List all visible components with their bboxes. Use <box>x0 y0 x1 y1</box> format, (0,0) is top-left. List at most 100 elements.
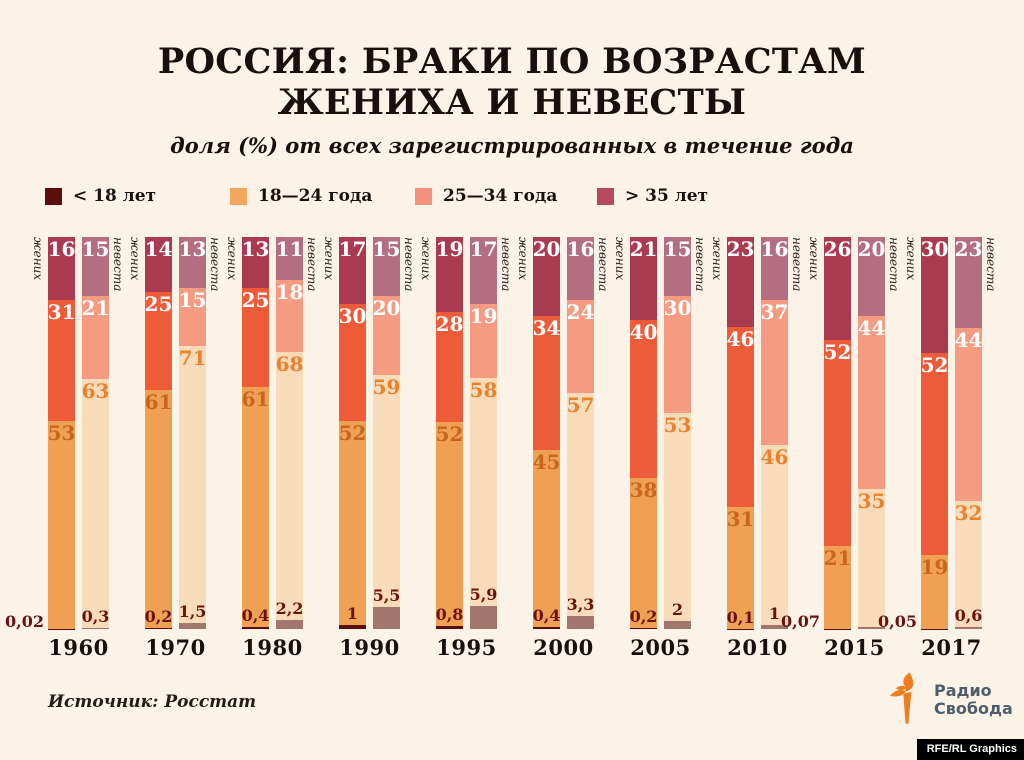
segment-<18 <box>373 607 400 629</box>
segment-value-label: 23 <box>954 237 983 261</box>
segment-value-label: 19 <box>469 303 498 328</box>
segment-value-label: 68 <box>275 351 304 376</box>
year-label: 1995 <box>436 635 497 660</box>
segment-value-label: 15 <box>663 237 692 261</box>
groom-bar: 30 52 19 0,05 жених <box>878 237 949 630</box>
segment-value-label: 16 <box>760 237 789 261</box>
legend: < 18 лет 18—24 года 25—34 года > 35 лет <box>0 186 1024 212</box>
bride-bar: 20 44 35 невеста <box>857 237 901 629</box>
segment-18—24: 68 <box>275 351 304 621</box>
segment-value-label: 57 <box>566 393 595 418</box>
under18-value-label: 0,3 <box>81 606 110 626</box>
segment-25—34: 31 <box>47 299 76 422</box>
segment->35: 19 <box>436 237 463 312</box>
under18-value-label: 1,5 <box>178 602 207 622</box>
segment-<18 <box>533 627 560 629</box>
segment-18—24: 52 <box>338 421 367 626</box>
groom-bar: 23 46 31 0,1 жених <box>710 237 755 629</box>
under18-value-label: 0,6 <box>954 605 983 625</box>
segment->35: 14 <box>145 237 172 292</box>
segment-25—34: 37 <box>761 299 788 445</box>
under18-value-label: 0,07 <box>781 612 820 631</box>
segment-value-label: 61 <box>241 386 270 411</box>
segment-25—34: 21 <box>82 296 109 380</box>
segment->35: 30 <box>920 237 949 354</box>
legend-swatch <box>597 187 614 205</box>
segment-value-label: 40 <box>629 319 658 344</box>
segment-18—24: 21 <box>823 545 852 629</box>
segment->35: 15 <box>373 237 400 297</box>
under18-value-label: 5,9 <box>469 584 498 604</box>
segment->35: 13 <box>179 237 206 288</box>
year-group-2015: 26 52 21 0,07 жених 20 44 35 невеста 2015 <box>781 237 901 660</box>
year-group-2000: 20 34 45 0,4 жених 16 24 57 3,3 невеста 2000 <box>516 237 610 660</box>
segment-value-label: 30 <box>338 303 367 328</box>
segment-<18 <box>242 627 269 629</box>
year-label: 1970 <box>145 635 206 660</box>
under18-value-label: 0,4 <box>241 606 270 626</box>
legend-label: > 35 лет <box>625 186 709 206</box>
segment-value-label: 30 <box>920 237 949 261</box>
bride-bar: 15 20 59 5,5 невеста <box>372 237 416 629</box>
segment-value-label: 23 <box>726 237 755 261</box>
under18-value-label: 1 <box>768 604 781 624</box>
year-label: 2010 <box>727 635 788 660</box>
groom-bar: 16 31 53 0,02 жених <box>5 237 76 630</box>
under18-value-label: 0,2 <box>629 607 658 627</box>
segment-<18 <box>567 616 594 629</box>
under18-value-label: 0,05 <box>878 612 917 631</box>
segment-value-label: 20 <box>857 237 886 261</box>
under18-value-label: 0,2 <box>144 607 173 627</box>
segment-value-label: 20 <box>372 296 401 321</box>
groom-bar: 26 52 21 0,07 жених <box>781 237 852 630</box>
year-label: 2015 <box>824 635 885 660</box>
bride-bar: 23 44 32 0,6 невеста <box>955 237 998 629</box>
segment-25—34: 25 <box>145 291 172 390</box>
segment-value-label: 52 <box>435 421 464 446</box>
segment-value-label: 13 <box>241 237 270 261</box>
bride-bar: 15 21 63 0,3 невеста <box>81 237 125 629</box>
year-label: 2017 <box>921 635 982 660</box>
segment-25—34: 52 <box>824 339 851 546</box>
year-group-1995: 19 28 52 0,8 жених 17 19 58 5,9 невеста 1995 <box>419 237 513 660</box>
segment->35: 15 <box>81 237 110 297</box>
segment-value-label: 11 <box>275 237 304 261</box>
under18-value-label: 0,8 <box>435 604 464 624</box>
segment->35: 17 <box>470 237 497 304</box>
radio-svoboda-logo: Радио Свобода <box>888 672 1013 728</box>
segment->35: 21 <box>630 237 657 320</box>
year-group-2005: 21 40 38 0,2 жених 15 30 53 2 невеста 2005 <box>613 237 707 660</box>
logo-line2: Свобода <box>934 699 1013 718</box>
segment-value-label: 63 <box>81 379 110 404</box>
segment-<18 <box>82 627 109 629</box>
title-line2: ЖЕНИХА И НЕВЕСТЫ <box>277 81 747 123</box>
segment-value-label: 52 <box>338 421 367 446</box>
segment-value-label: 45 <box>532 449 561 474</box>
bride-bar: 13 15 71 1,5 невеста <box>179 237 222 629</box>
segment-18—24: 71 <box>179 346 206 624</box>
groom-bar: 20 34 45 0,4 жених <box>516 237 561 629</box>
segment-value-label: 58 <box>469 378 498 403</box>
source-note: Источник: Росстат <box>48 692 257 712</box>
segment-value-label: 31 <box>47 299 76 324</box>
segment-<18 <box>276 620 303 629</box>
segment-value-label: 21 <box>823 545 852 570</box>
groom-bar: 14 25 61 0,2 жених <box>128 237 172 629</box>
segment-18—24: 46 <box>760 444 789 626</box>
segment-<18 <box>761 625 788 629</box>
legend-swatch <box>415 187 432 205</box>
bride-bar: 11 18 68 2,2 невеста <box>275 237 319 629</box>
segment-value-label: 46 <box>760 444 789 469</box>
segment->35: 13 <box>241 237 270 289</box>
segment-18—24: 53 <box>48 421 75 629</box>
under18-value-label: 2,2 <box>275 599 304 619</box>
segment->35: 23 <box>955 237 982 328</box>
segment-value-label: 15 <box>81 237 110 261</box>
segment-<18 <box>179 623 206 629</box>
segment-value-label: 25 <box>241 288 270 313</box>
segment-25—34: 28 <box>436 311 463 422</box>
legend-item-2: 25—34 года <box>415 186 557 206</box>
segment-25—34: 18 <box>276 280 303 352</box>
bride-bar: 16 24 57 3,3 невеста <box>566 237 610 629</box>
legend-item-3: > 35 лет <box>597 186 708 206</box>
